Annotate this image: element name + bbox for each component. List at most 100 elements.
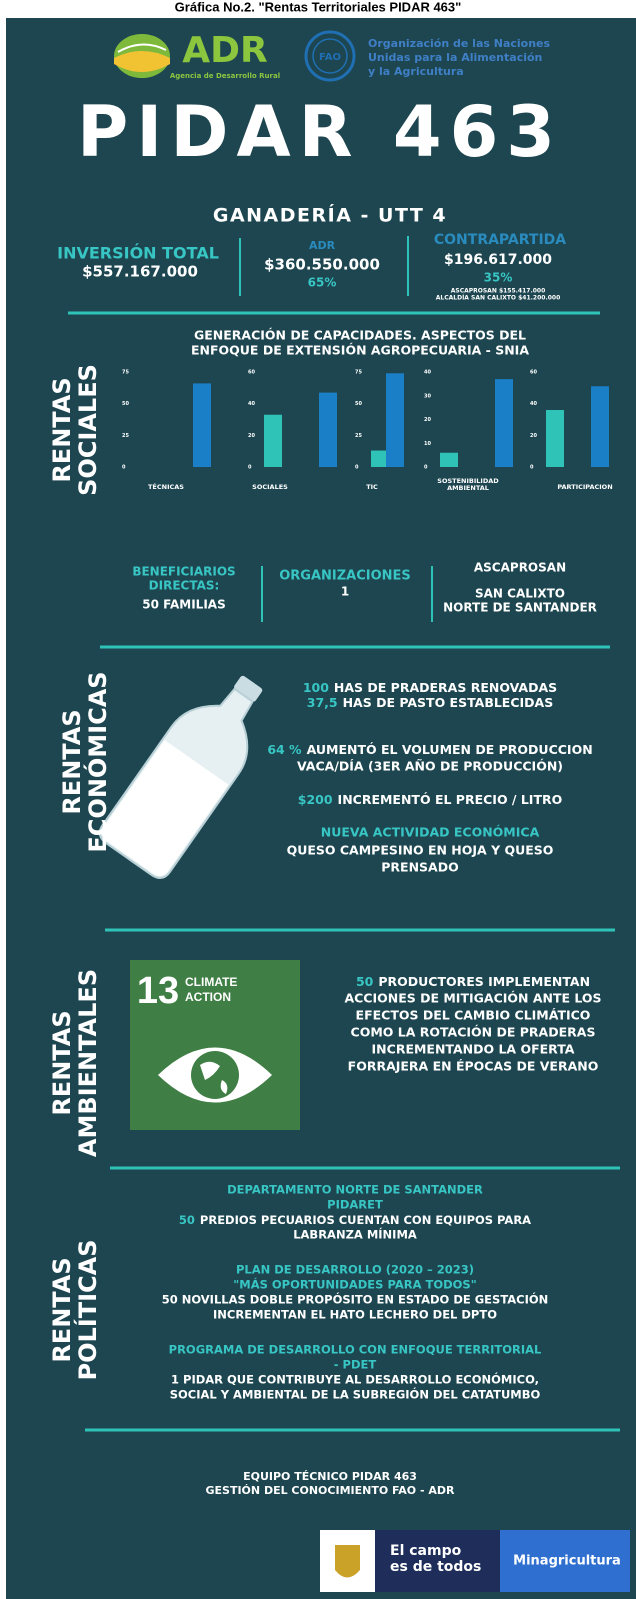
fao-logo-text: FAO xyxy=(319,52,341,63)
campo-slogan: es de todos xyxy=(390,1559,481,1575)
y-tick-label: 20 xyxy=(248,433,255,439)
infographic: Gráfica No.2. "Rentas Territoriales PIDA… xyxy=(0,0,636,1599)
accent-text: 37,5 xyxy=(307,695,338,710)
sdg-text: CLIMATE xyxy=(185,975,237,989)
category-label: AMBIENTAL xyxy=(447,484,489,492)
label: CONTRAPARTIDA xyxy=(434,232,566,248)
environmental-text: FORRAJERA EN ÉPOCAS DE VERANO xyxy=(348,1059,599,1074)
y-tick-label: 25 xyxy=(122,433,129,439)
category-label: PARTICIPACION xyxy=(557,483,612,491)
political-text: LABRANZA MÍNIMA xyxy=(293,1227,417,1242)
bar xyxy=(546,410,564,467)
y-tick-label: 40 xyxy=(424,370,431,376)
label: ADR xyxy=(309,239,336,252)
political-text: SOCIAL Y AMBIENTAL DE LA SUBREGIÓN DEL C… xyxy=(170,1387,541,1402)
chart-title: ENFOQUE DE EXTENSIÓN AGROPECUARIA - SNIA xyxy=(191,343,529,358)
accent-text: PLAN DE DESARROLLO (2020 – 2023) xyxy=(236,1263,474,1277)
campo-slogan: El campo xyxy=(390,1543,462,1559)
body: Gráfica No.2. "Rentas Territoriales PIDA… xyxy=(0,0,636,1599)
category-label: TIC xyxy=(366,483,378,491)
sdg-text: ACTION xyxy=(185,990,231,1004)
text: AUMENTÓ EL VOLUMEN DE PRODUCCION xyxy=(307,742,593,757)
y-tick-label: 60 xyxy=(248,370,255,376)
bar xyxy=(386,373,404,467)
accent-text: 50 xyxy=(179,1213,195,1227)
y-tick-label: 20 xyxy=(530,433,537,439)
y-tick-label: 30 xyxy=(424,393,431,399)
fao-name: y la Agricultura xyxy=(368,65,464,78)
accent-text: 50 xyxy=(356,974,374,989)
detail: ALCALDÍA SAN CALIXTO $41.200.000 xyxy=(436,294,561,302)
economic-item: QUESO CAMPESINO EN HOJA Y QUESO xyxy=(287,843,554,858)
organization: ASCAPROSAN xyxy=(474,561,566,575)
bar xyxy=(319,393,337,467)
adr-logo-subtitle: Agencia de Desarrollo Rural xyxy=(170,72,280,80)
label: INVERSIÓN TOTAL xyxy=(57,244,219,263)
category-label: SOCIALES xyxy=(252,483,288,491)
y-tick-label: 50 xyxy=(122,401,129,407)
y-tick-label: 0 xyxy=(530,465,534,471)
y-tick-label: 60 xyxy=(530,370,537,376)
value: 50 FAMILIAS xyxy=(142,598,225,612)
page: PIDAR 463 { "caption": "Gráfica No.2. \"… xyxy=(0,0,636,1599)
section-heading: RENTAS xyxy=(58,709,86,814)
accent-text: - PDET xyxy=(334,1358,377,1372)
accent-text: PIDARET xyxy=(327,1198,383,1212)
section-heading: ECONÓMICAS xyxy=(82,671,112,852)
organization: NORTE DE SANTANDER xyxy=(443,601,597,615)
section-heading: RENTAS xyxy=(48,1010,76,1115)
label: BENEFICIARIOS xyxy=(132,565,235,579)
accent-text: $200 xyxy=(298,792,333,807)
fao-name: Unidas para la Alimentación xyxy=(368,51,542,64)
economic-item: VACA/DÍA (3ER AÑO DE PRODUCCIÓN) xyxy=(297,759,563,774)
detail: ASCAPROSAN $155.417.000 xyxy=(451,288,546,295)
ministry-name: Minagricultura xyxy=(513,1554,621,1569)
organization: SAN CALIXTO xyxy=(475,587,565,601)
accent-text: NUEVA ACTIVIDAD ECONÓMICA xyxy=(321,825,540,840)
adr-logo xyxy=(114,34,170,78)
y-tick-label: 0 xyxy=(122,465,126,471)
accent-text: "MÁS OPORTUNIDADES PARA TODOS" xyxy=(233,1277,476,1292)
value: 35% xyxy=(484,271,513,285)
y-tick-label: 40 xyxy=(248,401,255,407)
bar xyxy=(264,415,282,467)
bar xyxy=(193,383,211,467)
political-text: INCREMENTAN EL HATO LECHERO DEL DPTO xyxy=(213,1308,497,1322)
bar xyxy=(591,386,609,467)
accent-text: PROGRAMA DE DESARROLLO CON ENFOQUE TERRI… xyxy=(169,1343,542,1357)
y-tick-label: 20 xyxy=(424,417,431,423)
caption: Gráfica No.2. "Rentas Territoriales PIDA… xyxy=(175,0,462,14)
political-text: 1 PIDAR QUE CONTRIBUYE AL DESARROLLO ECO… xyxy=(171,1372,539,1387)
y-tick-label: 0 xyxy=(355,465,359,471)
environmental-text: EFECTOS DEL CAMBIO CLIMÁTICO xyxy=(356,1008,591,1023)
political-text: 50 PREDIOS PECUARIOS CUENTAN CON EQUIPOS … xyxy=(179,1213,531,1227)
environmental-text: ACCIONES DE MITIGACIÓN ANTE LOS xyxy=(344,991,601,1006)
text: PRODUCTORES IMPLEMENTAN xyxy=(378,974,590,989)
sdg-number: 13 xyxy=(137,970,179,1012)
accent-text: 64 % xyxy=(267,742,302,757)
y-tick-label: 10 xyxy=(424,441,431,447)
economic-item: 37,5 HAS DE PASTO ESTABLECIDAS xyxy=(307,695,553,710)
section-heading: POLÍTICAS xyxy=(73,1240,102,1381)
category-label: TÉCNICAS xyxy=(148,482,184,491)
subtitle: GANADERÍA - UTT 4 xyxy=(213,204,447,227)
economic-item: PRENSADO xyxy=(381,860,458,875)
y-tick-label: 75 xyxy=(122,370,129,376)
y-tick-label: 0 xyxy=(424,465,428,471)
section-heading: SOCIALES xyxy=(74,364,102,496)
value: $196.617.000 xyxy=(444,252,552,268)
text: PREDIOS PECUARIOS CUENTAN CON EQUIPOS PA… xyxy=(200,1213,531,1227)
label: DIRECTAS: xyxy=(149,579,220,593)
y-tick-label: 0 xyxy=(248,465,252,471)
environmental-text: 50 PRODUCTORES IMPLEMENTAN xyxy=(356,974,590,989)
environmental-text: INCREMENTANDO LA OFERTA xyxy=(372,1042,575,1057)
y-tick-label: 25 xyxy=(355,433,362,439)
chart-title: GENERACIÓN DE CAPACIDADES. ASPECTOS DEL xyxy=(194,328,526,343)
fao-name: Organización de las Naciones xyxy=(368,37,551,50)
text: HAS DE PASTO ESTABLECIDAS xyxy=(343,695,554,710)
adr-logo-text: ADR xyxy=(182,30,267,71)
team-credit: EQUIPO TÉCNICO PIDAR 463 xyxy=(243,1470,417,1483)
y-tick-label: 40 xyxy=(530,401,537,407)
bar xyxy=(440,453,458,467)
